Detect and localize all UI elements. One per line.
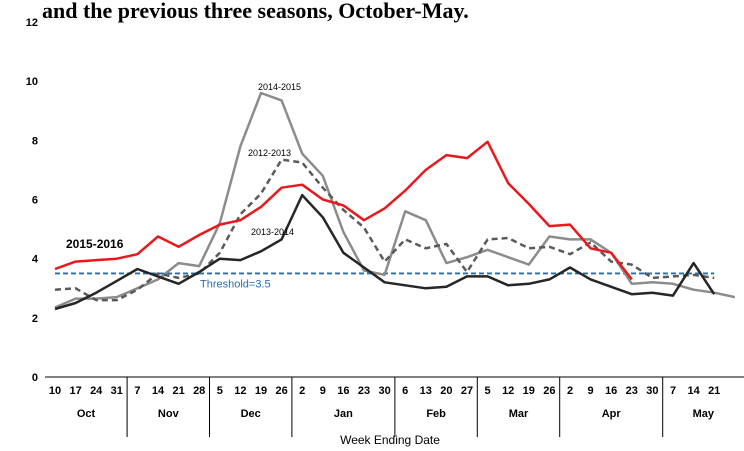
x-tick-label: 12 (502, 385, 514, 397)
x-tick-label: 7 (670, 385, 676, 397)
series-line (54, 193, 716, 311)
x-tick-label: 24 (90, 385, 103, 397)
y-tick-label: 4 (32, 254, 39, 266)
x-tick-label: 23 (358, 385, 370, 397)
x-tick-label: 16 (605, 385, 617, 397)
y-tick-label: 2 (32, 313, 38, 325)
month-label: May (693, 408, 715, 420)
chart-title: and the previous three seasons, October-… (42, 0, 469, 23)
x-tick-label: 7 (134, 385, 140, 397)
series-line (54, 140, 633, 281)
x-tick-label: 5 (217, 385, 223, 397)
x-tick-label: 2 (567, 385, 573, 397)
y-tick-label: 12 (26, 17, 38, 29)
month-label: Oct (77, 408, 96, 420)
month-label: Jan (334, 408, 353, 420)
x-tick-label: 2 (299, 385, 305, 397)
series-line (54, 158, 715, 302)
x-tick-label: 31 (111, 385, 123, 397)
series-label: 2015-2016 (66, 237, 124, 251)
x-tick-label: 9 (320, 385, 326, 397)
x-tick-label: 21 (708, 385, 720, 397)
x-tick-label: 13 (420, 385, 432, 397)
x-axis-title: Week Ending Date (340, 433, 440, 447)
x-tick-label: 28 (193, 385, 205, 397)
x-tick-label: 21 (172, 385, 184, 397)
x-tick-label: 16 (337, 385, 349, 397)
y-tick-label: 8 (32, 135, 38, 147)
month-label: Mar (509, 408, 529, 420)
x-tick-label: 26 (275, 385, 287, 397)
x-tick-label: 30 (646, 385, 658, 397)
x-tick-label: 10 (49, 385, 61, 397)
y-tick-label: 6 (32, 195, 38, 207)
series-line (54, 91, 736, 309)
x-tick-label: 30 (378, 385, 390, 397)
x-tick-label: 27 (461, 385, 473, 397)
series-label: 2014-2015 (258, 82, 301, 92)
x-tick-label: 19 (255, 385, 267, 397)
series-label: 2013-2014 (251, 227, 294, 237)
x-tick-label: 14 (152, 385, 165, 397)
x-tick-label: 26 (543, 385, 555, 397)
x-tick-label: 17 (69, 385, 81, 397)
x-tick-label: 23 (626, 385, 638, 397)
y-tick-label: 0 (32, 372, 38, 384)
x-tick-label: 12 (234, 385, 246, 397)
series-label: 2012-2013 (248, 148, 291, 158)
month-label: Feb (426, 408, 446, 420)
x-tick-label: 19 (523, 385, 535, 397)
y-tick-label: 10 (26, 76, 38, 88)
x-tick-label: 20 (440, 385, 452, 397)
month-label: Nov (158, 408, 180, 420)
threshold-label: Threshold=3.5 (200, 278, 271, 290)
month-label: Apr (602, 408, 622, 420)
x-tick-label: 14 (687, 385, 700, 397)
x-tick-label: 6 (402, 385, 408, 397)
month-label: Dec (241, 408, 261, 420)
x-tick-label: 9 (588, 385, 594, 397)
x-tick-label: 5 (485, 385, 491, 397)
